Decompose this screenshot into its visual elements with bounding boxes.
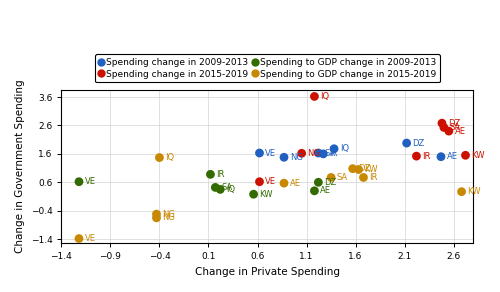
Text: KW: KW [364, 165, 378, 174]
Text: AE: AE [454, 127, 466, 135]
Text: KW: KW [468, 187, 481, 196]
Text: NG: NG [162, 213, 175, 222]
Point [458, 189, 466, 194]
Text: KW: KW [472, 151, 485, 160]
Point [348, 166, 356, 171]
Text: AE: AE [320, 186, 332, 195]
Point [212, 185, 220, 190]
Text: DZ: DZ [324, 178, 336, 187]
Point [298, 151, 306, 156]
Text: DZ: DZ [448, 119, 460, 128]
Point [256, 151, 264, 155]
Text: VE: VE [85, 234, 96, 243]
Text: IR: IR [329, 150, 338, 158]
Y-axis label: Change in Government Spending: Change in Government Spending [15, 80, 25, 253]
Text: AE: AE [290, 179, 301, 188]
Text: SA: SA [324, 149, 336, 157]
Point [320, 152, 328, 156]
Point [75, 236, 83, 241]
Point [206, 172, 214, 177]
Text: IR: IR [216, 170, 224, 179]
Text: AE: AE [447, 152, 458, 161]
Text: VE: VE [85, 177, 96, 186]
Text: NG: NG [308, 149, 320, 158]
Point [216, 187, 224, 192]
Point [314, 151, 322, 155]
X-axis label: Change in Private Spending: Change in Private Spending [195, 267, 340, 277]
Point [437, 154, 445, 159]
Text: VE: VE [266, 149, 276, 157]
Point [310, 94, 318, 99]
Legend: Spending change in 2009-2013, Spending change in 2015-2019, Spending to GDP chan: Spending change in 2009-2013, Spending c… [95, 54, 440, 82]
Text: SA: SA [337, 173, 348, 182]
Point [280, 155, 288, 160]
Point [152, 212, 160, 216]
Point [256, 179, 264, 184]
Point [440, 125, 448, 130]
Point [75, 179, 83, 184]
Text: NG: NG [290, 153, 303, 162]
Point [445, 129, 453, 133]
Text: SA: SA [450, 123, 461, 132]
Point [280, 181, 288, 185]
Text: NG: NG [162, 210, 175, 219]
Text: DZ: DZ [358, 164, 371, 173]
Point [438, 121, 446, 126]
Text: VE: VE [266, 177, 276, 186]
Text: IQ: IQ [340, 144, 349, 153]
Text: IQ: IQ [320, 92, 330, 101]
Point [402, 141, 410, 145]
Text: SA: SA [221, 183, 232, 192]
Point [412, 154, 420, 159]
Text: KW: KW [260, 190, 273, 199]
Text: IQ: IQ [226, 185, 235, 194]
Text: IR: IR [422, 152, 430, 161]
Point [354, 167, 362, 172]
Point [360, 175, 368, 180]
Text: DZ: DZ [412, 139, 425, 147]
Point [310, 189, 318, 193]
Point [327, 175, 335, 180]
Text: IQ: IQ [166, 153, 174, 162]
Text: IR: IR [370, 173, 378, 182]
Point [156, 155, 164, 160]
Point [330, 146, 338, 151]
Point [250, 192, 258, 197]
Point [314, 180, 322, 185]
Point [462, 153, 469, 158]
Point [152, 215, 160, 220]
